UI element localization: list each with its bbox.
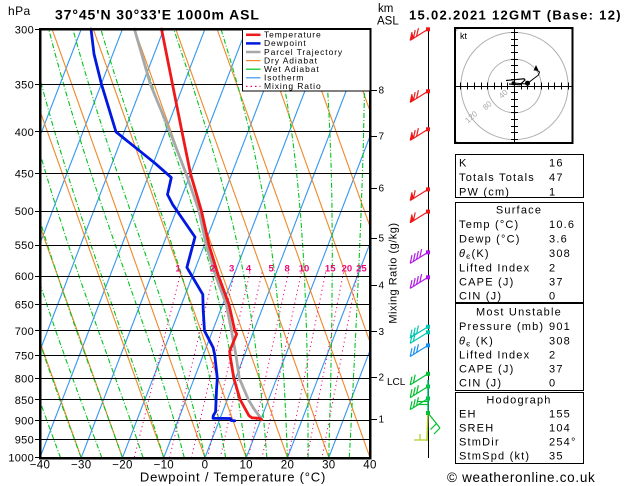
svg-text:ASL: ASL — [377, 16, 399, 28]
svg-text:1: 1 — [175, 264, 181, 275]
svg-text:Wet Adiabat: Wet Adiabat — [264, 64, 320, 74]
svg-text:901: 901 — [549, 321, 571, 333]
svg-text:1000: 1000 — [8, 453, 34, 465]
svg-text:2: 2 — [210, 264, 215, 275]
svg-text:hPa: hPa — [8, 4, 31, 18]
svg-text:8: 8 — [285, 264, 290, 275]
svg-text:© weatheronline.co.uk: © weatheronline.co.uk — [447, 470, 595, 485]
svg-text:500: 500 — [15, 206, 34, 218]
svg-text:K: K — [459, 158, 468, 170]
svg-text:950: 950 — [15, 435, 34, 447]
svg-text:3: 3 — [229, 264, 234, 275]
svg-text:Mixing Ratio (g/kg): Mixing Ratio (g/kg) — [388, 222, 400, 323]
svg-text:LCL: LCL — [387, 377, 406, 388]
svg-text:Temp (°C): Temp (°C) — [459, 219, 519, 231]
svg-text:Dewpoint: Dewpoint — [264, 38, 307, 48]
svg-text:CAPE (J): CAPE (J) — [459, 277, 514, 289]
svg-text:−20: −20 — [112, 460, 132, 472]
svg-text:5: 5 — [269, 264, 275, 275]
svg-text:θє(K): θє(K) — [459, 248, 490, 261]
svg-text:35: 35 — [549, 451, 564, 463]
svg-text:2: 2 — [549, 263, 556, 275]
svg-text:155: 155 — [549, 409, 571, 421]
svg-text:700: 700 — [15, 326, 34, 338]
svg-text:StmDir: StmDir — [459, 437, 500, 449]
svg-text:10.6: 10.6 — [549, 219, 575, 231]
svg-text:400: 400 — [15, 127, 34, 139]
svg-text:0: 0 — [202, 460, 209, 472]
svg-text:37: 37 — [549, 277, 564, 289]
svg-text:47: 47 — [549, 172, 564, 184]
svg-text:5: 5 — [379, 234, 385, 245]
svg-text:Isotherm: Isotherm — [264, 73, 304, 83]
svg-text:SREH: SREH — [459, 423, 494, 435]
svg-text:Mixing Ratio: Mixing Ratio — [264, 81, 322, 91]
svg-text:Dewp (°C): Dewp (°C) — [459, 234, 521, 246]
svg-text:37°45'N 30°33'E 1000m ASL: 37°45'N 30°33'E 1000m ASL — [55, 7, 260, 23]
svg-text:25: 25 — [356, 264, 367, 275]
svg-text:600: 600 — [15, 271, 34, 283]
svg-text:16: 16 — [549, 158, 564, 170]
svg-text:StmSpd (kt): StmSpd (kt) — [459, 451, 530, 463]
svg-text:37: 37 — [549, 364, 564, 376]
svg-text:Lifted Index: Lifted Index — [459, 263, 530, 275]
svg-text:Totals Totals: Totals Totals — [459, 172, 535, 184]
svg-text:308: 308 — [549, 336, 571, 348]
svg-text:30: 30 — [322, 460, 335, 472]
svg-text:7: 7 — [379, 132, 385, 143]
svg-text:CIN (J): CIN (J) — [459, 291, 502, 303]
svg-text:900: 900 — [15, 415, 34, 427]
svg-text:2: 2 — [379, 373, 385, 384]
svg-text:308: 308 — [549, 248, 571, 260]
svg-text:Surface: Surface — [496, 205, 542, 217]
svg-text:254°: 254° — [549, 437, 577, 449]
svg-text:20: 20 — [342, 264, 353, 275]
svg-text:40: 40 — [363, 460, 376, 472]
svg-text:10: 10 — [239, 460, 252, 472]
svg-text:Temperature: Temperature — [264, 30, 322, 40]
svg-text:−10: −10 — [154, 460, 174, 472]
svg-text:450: 450 — [15, 169, 34, 181]
svg-text:15: 15 — [325, 264, 336, 275]
svg-text:kt: kt — [460, 31, 468, 41]
svg-text:15.02.2021 12GMT (Base: 12): 15.02.2021 12GMT (Base: 12) — [409, 8, 622, 23]
svg-text:−30: −30 — [71, 460, 91, 472]
svg-text:CIN (J): CIN (J) — [459, 378, 502, 390]
svg-text:3.6: 3.6 — [549, 234, 568, 246]
svg-text:Hodograph: Hodograph — [486, 395, 551, 407]
svg-text:Parcel Trajectory: Parcel Trajectory — [264, 47, 343, 57]
svg-text:6: 6 — [379, 184, 385, 195]
svg-text:3: 3 — [379, 327, 385, 338]
svg-text:−40: −40 — [30, 460, 50, 472]
svg-text:Dry Adiabat: Dry Adiabat — [264, 55, 318, 65]
svg-text:Dewpoint / Temperature (°C): Dewpoint / Temperature (°C) — [140, 470, 326, 485]
svg-text:0: 0 — [549, 291, 556, 303]
svg-text:0: 0 — [549, 378, 556, 390]
svg-text:CAPE (J): CAPE (J) — [459, 364, 514, 376]
svg-text:850: 850 — [15, 395, 34, 407]
svg-text:350: 350 — [15, 79, 34, 91]
svg-text:550: 550 — [15, 240, 34, 252]
svg-text:8: 8 — [379, 86, 385, 97]
svg-text:Lifted Index: Lifted Index — [459, 350, 530, 362]
svg-text:EH: EH — [459, 409, 477, 421]
svg-text:km: km — [378, 3, 393, 15]
svg-text:4: 4 — [246, 264, 252, 275]
svg-text:800: 800 — [15, 373, 34, 385]
svg-text:2: 2 — [549, 350, 556, 362]
svg-text:1: 1 — [379, 415, 385, 426]
svg-text:20: 20 — [281, 460, 294, 472]
svg-text:10: 10 — [299, 264, 310, 275]
svg-text:1: 1 — [549, 187, 556, 199]
svg-text:4: 4 — [379, 281, 385, 292]
svg-text:750: 750 — [15, 350, 34, 362]
svg-text:PW (cm): PW (cm) — [459, 187, 510, 199]
svg-text:Most Unstable: Most Unstable — [476, 307, 562, 319]
svg-text:θє (K): θє (K) — [459, 336, 494, 349]
svg-text:Pressure (mb): Pressure (mb) — [459, 321, 544, 333]
svg-text:104: 104 — [549, 423, 571, 435]
svg-text:650: 650 — [15, 300, 34, 312]
svg-text:300: 300 — [15, 25, 34, 37]
